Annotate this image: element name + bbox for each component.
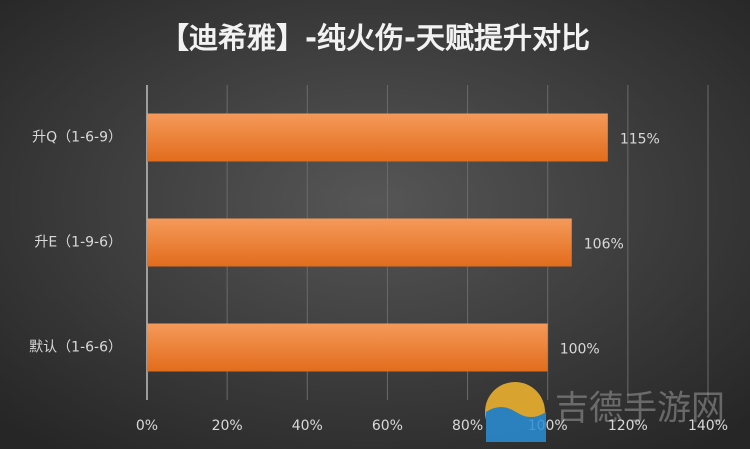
y-tick-label: 默认（1-6-6） [29, 340, 122, 356]
bar [147, 323, 548, 372]
x-tick-label: 20% [212, 418, 243, 434]
y-tick-label: 升Q（1-6-9） [32, 130, 122, 146]
y-tick-label: 升E（1-9-6） [34, 235, 122, 251]
chart-title: 【迪希雅】-纯火伤-天赋提升对比 [160, 21, 590, 55]
bar [147, 113, 608, 162]
x-tick-label: 0% [136, 418, 158, 434]
data-label: 115% [620, 132, 660, 148]
plot: 0% 20% 40% 60% 80% 100% 120% 140% 升Q（1-6-9） 115% 升… [29, 85, 728, 434]
x-tick-label: 40% [292, 418, 323, 434]
data-label: 100% [560, 342, 600, 358]
bar [147, 218, 572, 267]
watermark-logo [485, 382, 546, 442]
x-tick-label: 140% [688, 418, 728, 434]
x-tick-label: 80% [452, 418, 483, 434]
data-label: 106% [584, 237, 624, 253]
watermark: 吉德手游网 [555, 389, 725, 429]
x-tick-label: 60% [372, 418, 403, 434]
x-tick-label: 120% [608, 418, 648, 434]
